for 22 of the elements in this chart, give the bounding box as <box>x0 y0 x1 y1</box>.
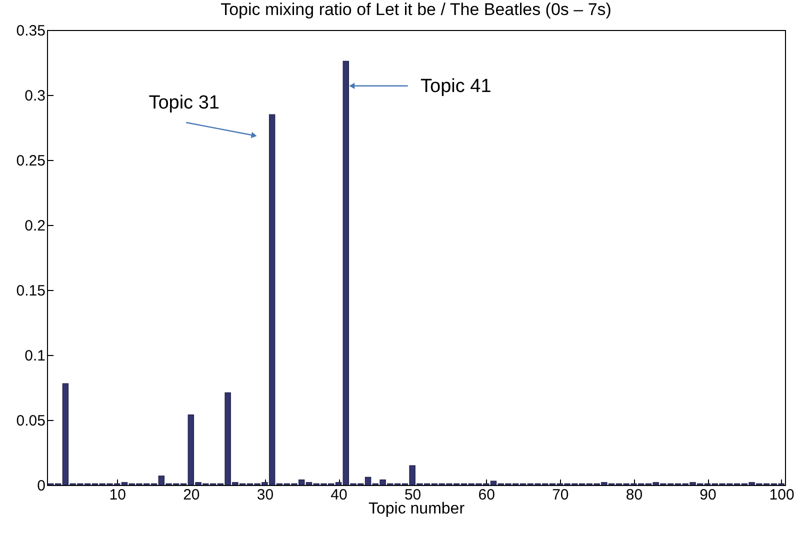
y-tick-label: 0.25 <box>16 152 46 170</box>
x-tick-label: 90 <box>700 486 716 504</box>
x-tick-label: 40 <box>330 486 348 504</box>
y-tick-label: 0.3 <box>24 88 46 104</box>
x-tick-label: 100 <box>769 486 794 504</box>
x-axis-title: Topic number <box>368 500 466 518</box>
x-tick-label: 60 <box>478 486 495 504</box>
y-tick-label: 0.05 <box>16 412 46 430</box>
y-tick-label: 0.2 <box>24 218 46 234</box>
annotation: Topic 31 <box>148 92 220 114</box>
x-tick-label: 50 <box>404 486 422 504</box>
x-tick-label: 30 <box>256 486 274 504</box>
y-tick-label: 0.15 <box>16 282 46 300</box>
annotation: Topic 41 <box>420 76 492 97</box>
y-tick-label: 0 <box>37 478 46 494</box>
y-tick-label: 0.35 <box>16 22 46 40</box>
x-tick-label: 80 <box>626 486 643 504</box>
y-tick-label: 0.1 <box>24 348 46 364</box>
x-tick-label: 20 <box>183 486 200 504</box>
x-tick-label: 10 <box>109 486 126 504</box>
chart-title: Topic mixing ratio of Let it be / The Beatles (0s – 7s) <box>220 0 612 19</box>
x-tick-label: 70 <box>552 486 569 504</box>
